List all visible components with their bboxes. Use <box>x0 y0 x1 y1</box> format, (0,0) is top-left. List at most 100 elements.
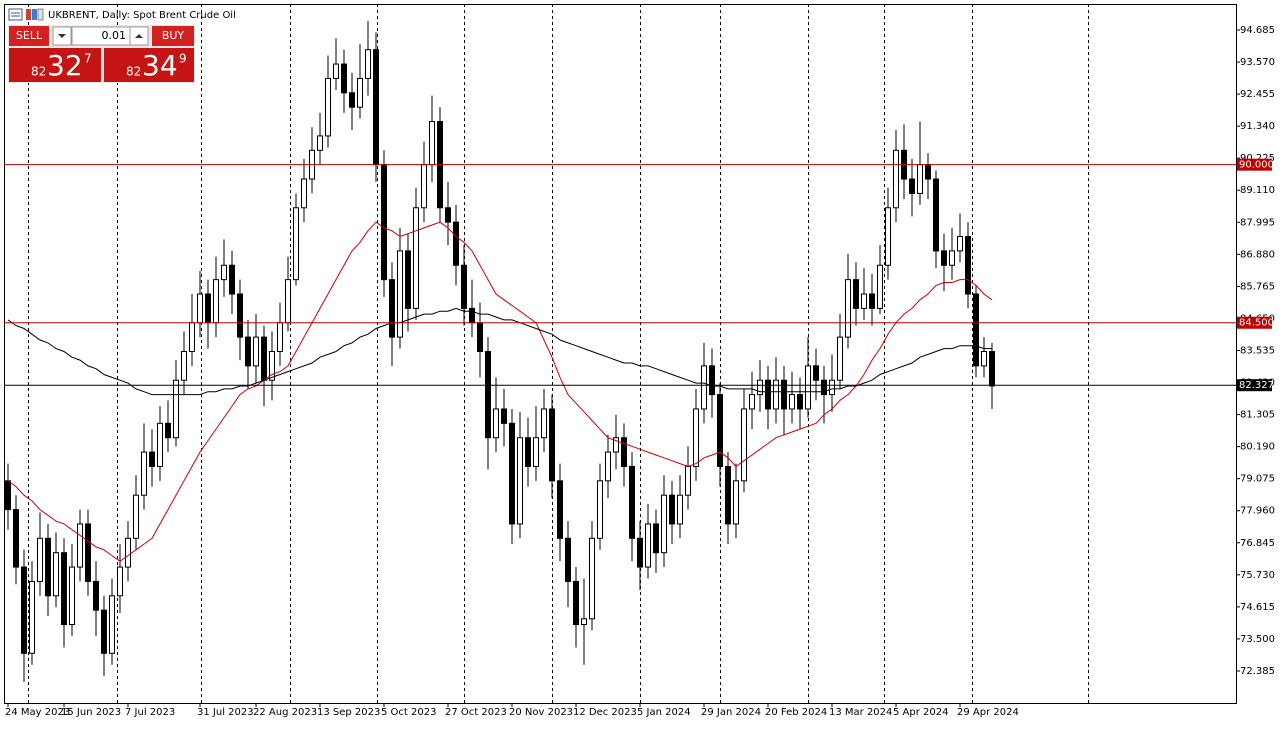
candle-body <box>365 49 371 79</box>
candle-body <box>661 494 667 554</box>
level-label: 84.500 <box>1239 318 1274 329</box>
buy-price-big: 82 <box>126 65 141 79</box>
date-grid <box>28 4 1089 703</box>
candle-body <box>909 178 915 194</box>
y-tick-label: 86.880 <box>1240 249 1275 260</box>
candle-body <box>29 580 35 654</box>
candle-body <box>861 293 867 309</box>
arrow-up <box>135 34 143 38</box>
candle-body <box>685 465 691 496</box>
candle-body <box>421 164 427 209</box>
x-tick-label: 7 Jul 2023 <box>125 707 175 718</box>
buy-price-box[interactable] <box>104 48 194 82</box>
candle-body <box>245 336 251 367</box>
candle-body <box>109 595 115 654</box>
level-label: 82.327 <box>1239 380 1274 391</box>
candle-body <box>589 537 595 620</box>
candle-body <box>989 350 995 387</box>
buy-price-sup: 9 <box>179 52 187 66</box>
ma-fast-line <box>7 221 993 562</box>
y-tick-label: 89.110 <box>1240 185 1275 196</box>
candle-body <box>389 279 395 338</box>
x-tick-label: 5 Apr 2024 <box>893 707 948 718</box>
candle-body <box>501 408 507 424</box>
x-tick-label: 22 Aug 2023 <box>253 707 317 718</box>
candle-body <box>677 494 683 525</box>
candle-body <box>613 437 619 453</box>
candle-body <box>693 408 699 467</box>
candle-body <box>541 408 547 439</box>
y-tick-label: 79.075 <box>1240 474 1275 485</box>
y-tick-label: 83.535 <box>1240 345 1275 356</box>
level-label-box <box>1237 316 1272 329</box>
candle-body <box>253 336 259 367</box>
candle-body <box>741 408 747 482</box>
candle-body <box>749 394 755 410</box>
buy-button[interactable] <box>152 26 194 46</box>
candle-body <box>853 279 859 309</box>
candle-body <box>229 264 235 295</box>
sell-button[interactable] <box>9 26 49 46</box>
x-tick-label: 13 Mar 2024 <box>829 707 892 718</box>
candle-body <box>93 580 99 611</box>
y-tick-label: 77.960 <box>1240 506 1275 517</box>
icon <box>32 9 37 20</box>
candle-body <box>637 537 643 568</box>
candle-body <box>949 250 955 266</box>
plot <box>5 20 995 683</box>
candle-body <box>789 394 795 410</box>
candle-body <box>125 537 131 568</box>
y-tick-label: 87.995 <box>1240 217 1275 228</box>
candle-body <box>13 509 19 568</box>
candle-body <box>725 465 731 525</box>
x-tick-label: 12 Dec 2023 <box>573 707 637 718</box>
candle-body <box>453 221 459 266</box>
candle-body <box>317 135 323 151</box>
icon <box>37 8 44 21</box>
candle-body <box>341 63 347 94</box>
x-tick-label: 29 Apr 2024 <box>957 707 1019 718</box>
x-tick-label: 31 Jul 2023 <box>197 707 254 718</box>
x-tick-label: 27 Oct 2023 <box>445 707 507 718</box>
candle-body <box>645 523 651 568</box>
y-tick-label: 85.765 <box>1240 281 1275 292</box>
level-label: 90.000 <box>1239 160 1274 171</box>
candle-body <box>53 552 59 597</box>
candle-body <box>221 264 227 281</box>
candle-body <box>565 537 571 582</box>
x-tick-label: 5 Jan 2024 <box>637 707 691 718</box>
candle-body <box>925 164 931 180</box>
candle-body <box>549 408 555 482</box>
candle-body <box>573 580 579 626</box>
candle-body <box>517 437 523 525</box>
x-tick-label: 20 Nov 2023 <box>509 707 573 718</box>
y-tick-label: 94.685 <box>1240 25 1275 36</box>
sell-price-main: 32 <box>47 49 83 82</box>
candle-body <box>445 207 451 223</box>
candle-body <box>405 250 411 309</box>
candle-body <box>981 350 987 367</box>
candle-body <box>45 537 51 597</box>
candle-body <box>845 279 851 338</box>
level-label-box <box>1237 379 1272 392</box>
candle-body <box>189 322 195 352</box>
candle-body <box>333 63 339 79</box>
y-tick-label: 72.385 <box>1240 666 1275 677</box>
candle-body <box>269 350 275 381</box>
candle-body <box>133 494 139 539</box>
sell-price-big: 82 <box>31 65 46 79</box>
candle-body <box>581 618 587 626</box>
x-tick-label: 13 Sep 2023 <box>317 707 380 718</box>
trade-panel: SELL 0.01 BUY 82 32 7 82 34 9 <box>8 25 195 83</box>
candle-body <box>237 293 243 338</box>
candle-body <box>61 552 67 626</box>
candle-body <box>85 523 91 582</box>
candle-body <box>597 480 603 539</box>
sell-price-box[interactable] <box>9 48 101 82</box>
candle-body <box>69 566 75 626</box>
y-tick-label: 93.570 <box>1240 57 1275 68</box>
candle-body <box>805 365 811 410</box>
candle-body <box>533 437 539 467</box>
candle-body <box>469 307 475 324</box>
